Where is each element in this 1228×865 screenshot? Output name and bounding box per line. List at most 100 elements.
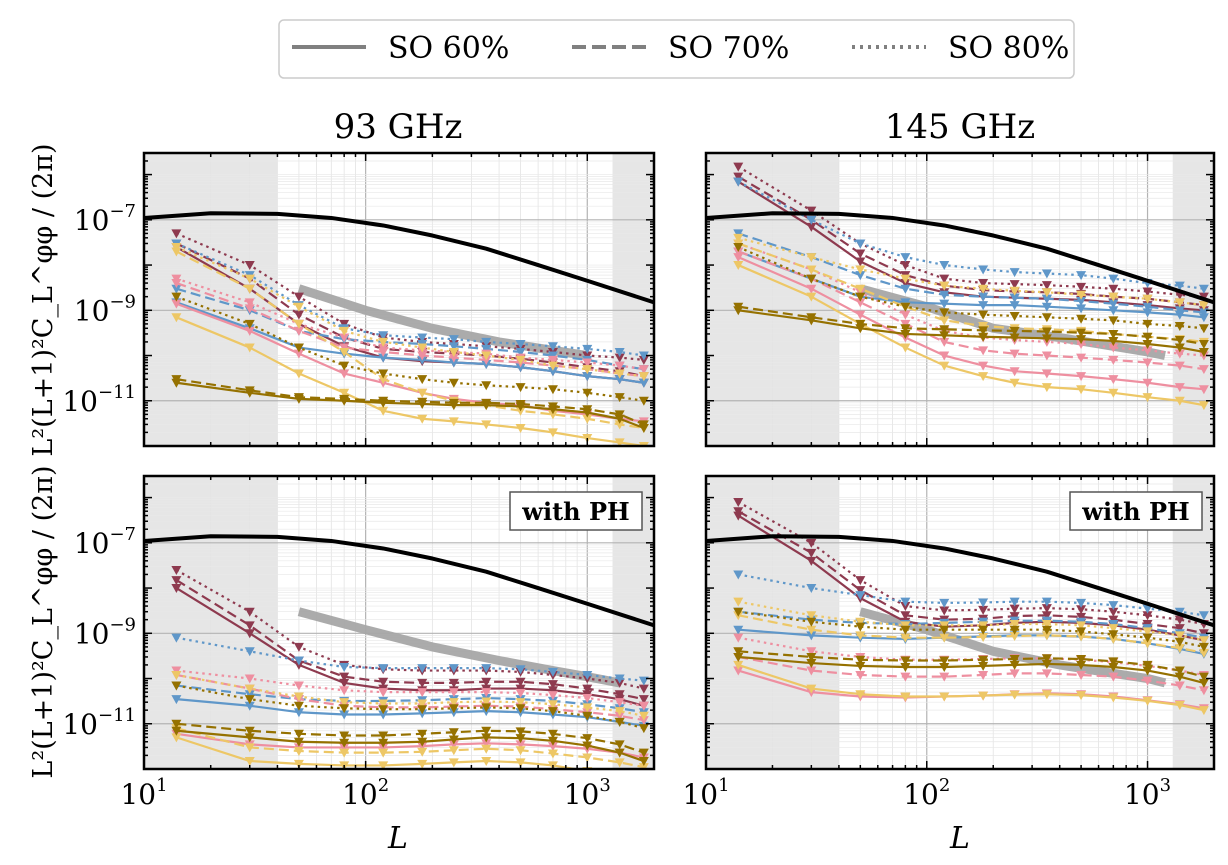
data-point [733,607,744,617]
data-point [733,162,744,172]
data-point [855,239,866,249]
data-point [1108,634,1119,644]
data-point [1142,633,1153,643]
data-point [582,344,593,354]
data-point [448,417,459,427]
data-point [1009,286,1020,296]
panels: 10−7 10−9 10−11 10−7 10−9 10−11 101 102 103 with … [62,151,1216,811]
data-point [515,347,526,357]
data-point [582,684,593,694]
data-point [1108,388,1119,398]
data-point [939,662,950,672]
data-point [978,655,989,665]
data-point [806,265,817,275]
data-point [900,611,911,621]
data-point [1198,347,1209,357]
data-point [417,729,428,739]
data-point [733,302,744,312]
data-point [1174,615,1185,625]
data-point [1041,604,1052,614]
data-point [293,746,304,756]
panel-top-right [704,151,1216,448]
data-point [978,605,989,615]
data-point [1076,339,1087,349]
data-point [339,698,350,708]
data-point [293,692,304,702]
data-point [244,743,255,753]
data-point [515,734,526,744]
data-point [1108,316,1119,326]
data-point [639,775,649,784]
data-point [614,698,625,708]
series-yellow-dotted [733,233,1209,311]
data-point [1174,624,1185,634]
data-point [515,704,526,714]
data-point [1076,598,1087,608]
data-point [1142,696,1153,706]
data-point [733,633,744,643]
panel-bottom-right: 101 102 103 with PH [682,474,1216,811]
data-point [378,331,389,341]
data-point [339,748,350,758]
theory-curve [706,534,1214,628]
data-point [481,337,492,347]
data-point [481,664,492,674]
data-point [547,428,558,438]
data-point [582,365,593,375]
data-point [1108,336,1119,346]
data-point [547,707,558,717]
data-point [939,633,950,643]
data-point [1009,280,1020,290]
data-point [515,698,526,708]
data-point [1076,660,1087,670]
y-tick-label: 10−7 [74,201,136,237]
x-tick-label: 103 [1124,775,1171,811]
data-point [806,684,817,694]
data-point [1009,669,1020,679]
data-point [1041,597,1052,607]
data-point [582,372,593,382]
data-point [638,684,649,694]
data-point [171,681,182,691]
data-point [806,584,817,594]
data-point [733,243,744,253]
data-point [1108,284,1119,294]
data-point [1142,666,1153,676]
data-point [1076,612,1087,622]
data-point [244,674,255,684]
theory-curve [144,211,654,305]
data-point [1198,642,1209,652]
data-point [1076,655,1087,665]
data-point [481,697,492,707]
data-point [171,726,182,736]
data-point [171,670,182,680]
data-point [614,420,625,430]
column-title-145ghz: 145 GHz [885,107,1035,147]
data-point [448,704,459,714]
data-point [339,388,350,398]
data-point [171,633,182,643]
data-point [244,304,255,314]
data-point [1198,401,1209,411]
data-point [339,672,350,682]
data-point [339,704,350,714]
data-point [244,726,255,736]
data-point [978,279,989,289]
data-point [939,325,950,335]
data-point [1108,672,1119,682]
data-point [547,680,558,690]
data-point [515,399,526,409]
data-point [448,335,459,345]
data-point [448,358,459,368]
series-olive-dotted [171,681,649,734]
series-olive-dashed [171,719,649,758]
series-blue-dotted [733,177,1209,294]
data-point [378,731,389,741]
data-point [1108,329,1119,339]
data-point [1009,378,1020,388]
data-point [448,378,459,388]
data-point [244,284,255,294]
data-point [582,694,593,704]
data-point [378,406,389,416]
data-point [900,597,911,607]
